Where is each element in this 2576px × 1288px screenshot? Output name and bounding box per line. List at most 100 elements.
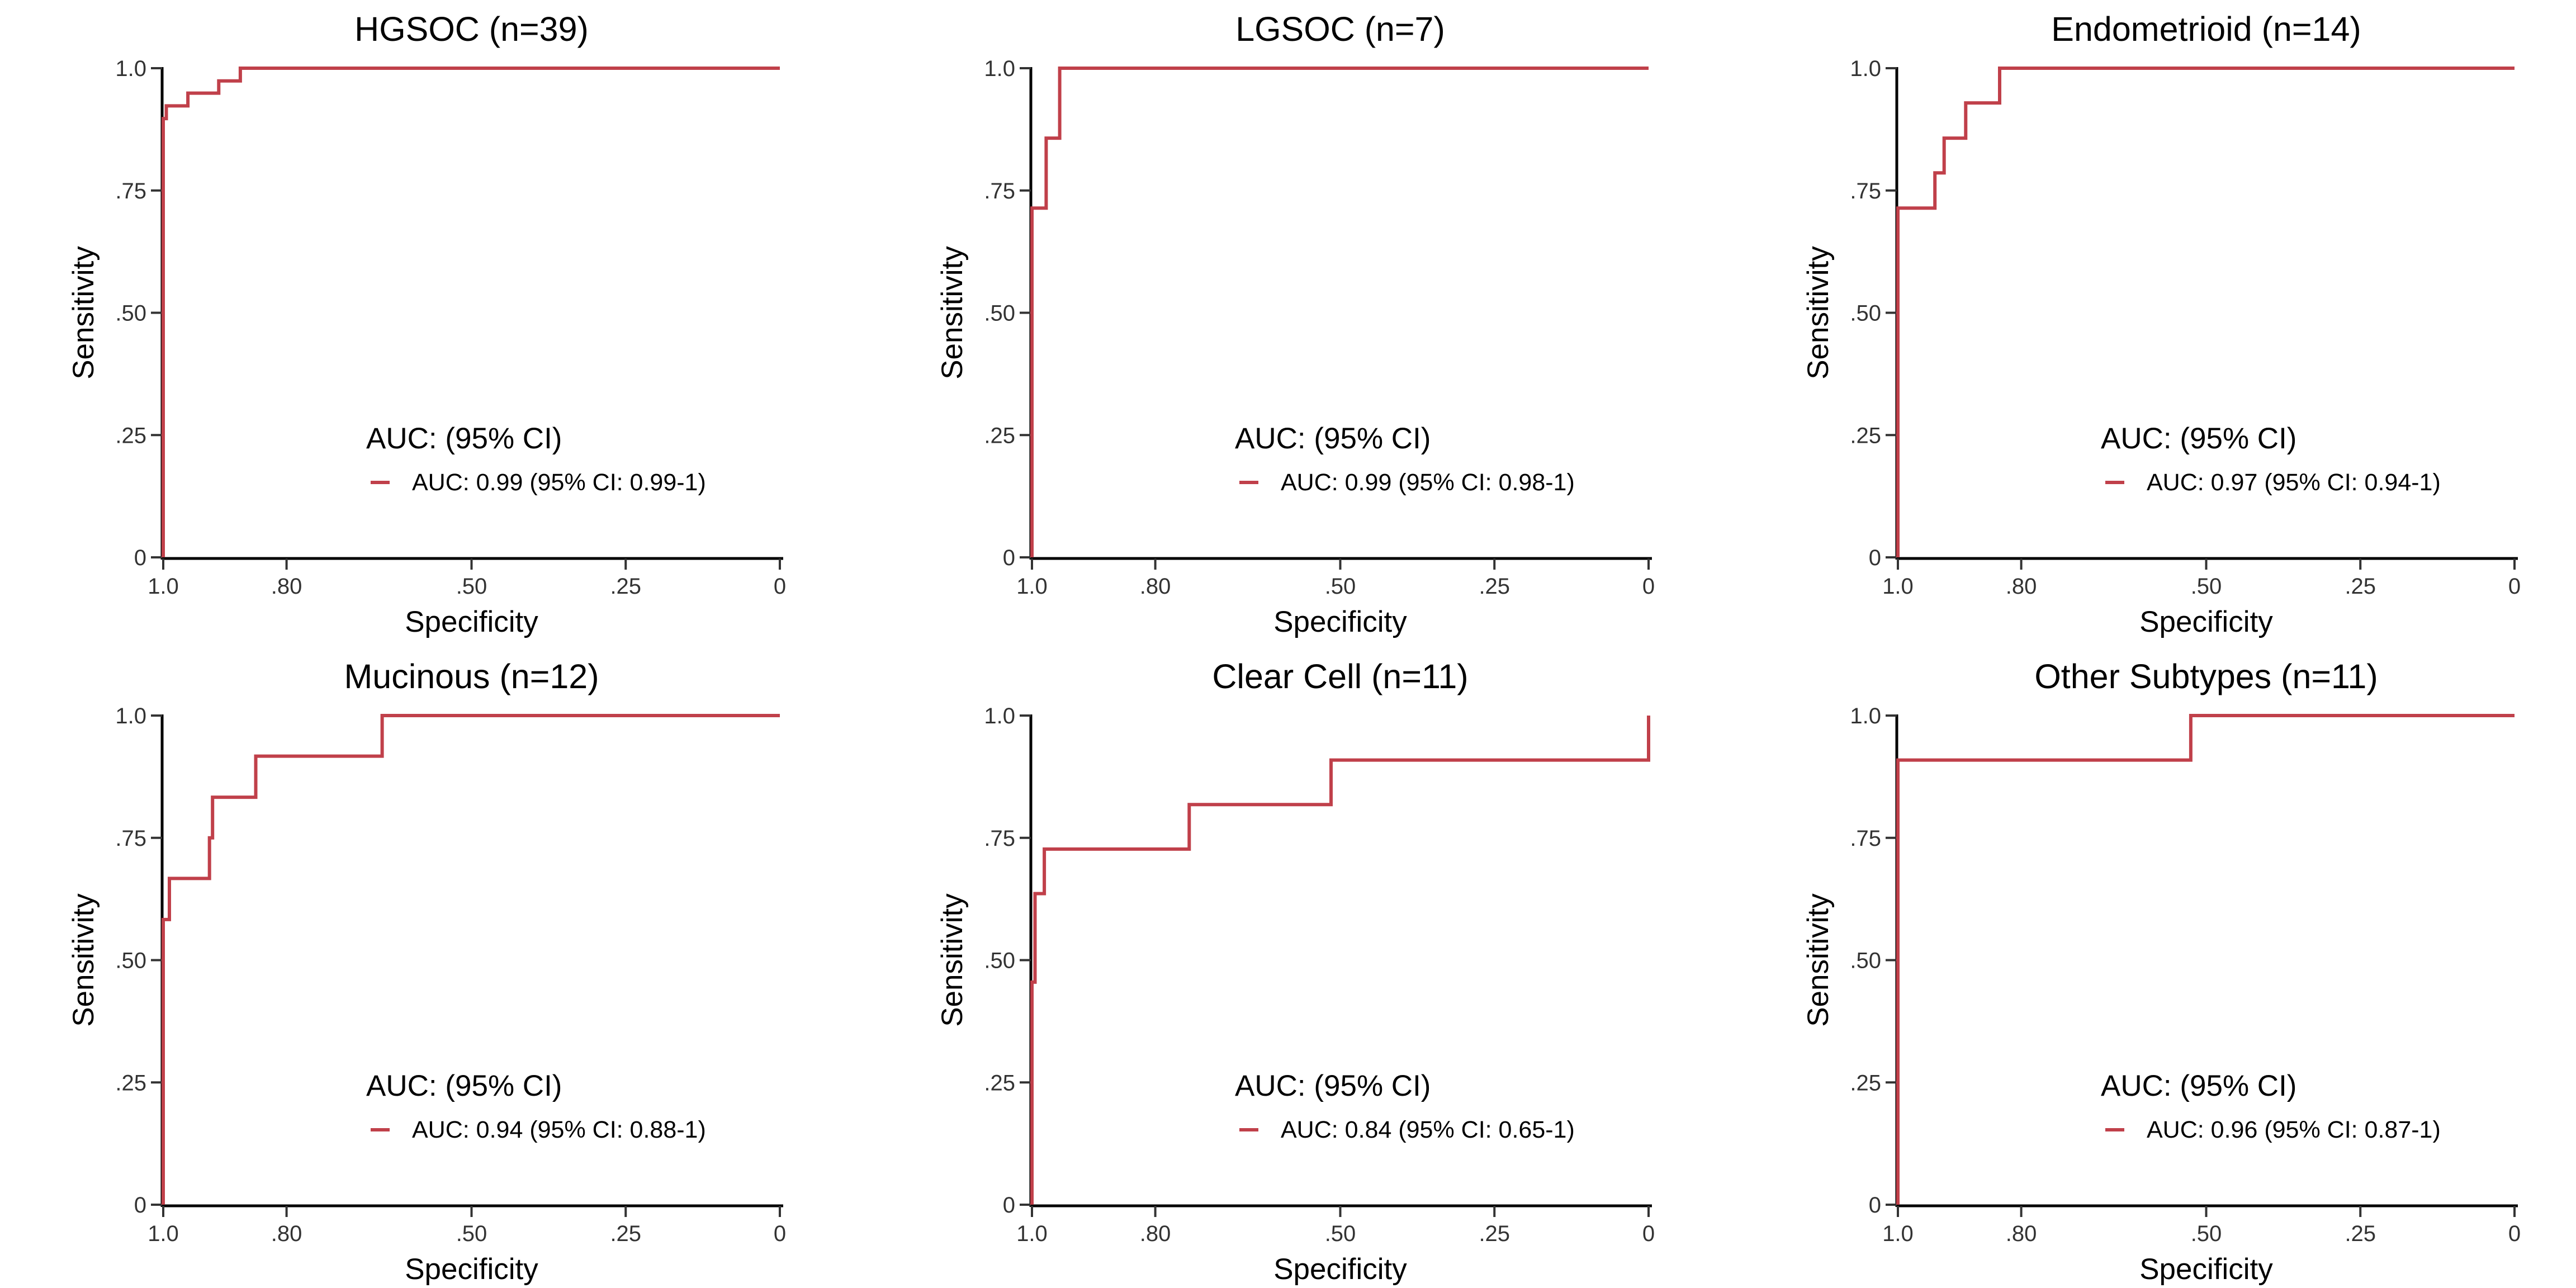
- chart-1-y-tick-label: .25: [984, 423, 1015, 448]
- chart-2-y-tick-label: 1.0: [1850, 56, 1881, 81]
- chart-5-x-tick-label: .80: [2006, 1221, 2037, 1246]
- chart-4-y-tick-label: .75: [984, 826, 1015, 851]
- chart-2-panel: Endometrioid (n=14) 1.0 .80 .50 .25 0 0 .25 .50.…: [1802, 10, 2521, 638]
- chart-2-y-tick-label: .50: [1850, 301, 1881, 326]
- chart-0-y-axis-label: Sensitivity: [67, 246, 100, 380]
- chart-2-x-tick-label: .50: [2191, 574, 2222, 599]
- chart-0-y-tick-label: 1.0: [115, 56, 146, 81]
- chart-4-x-tick-label: .80: [1140, 1221, 1171, 1246]
- chart-4-x-axis-label: Specificity: [1273, 1253, 1407, 1286]
- chart-0-legend-entry: AUC: 0.99 (95% CI: 0.99-1): [412, 469, 706, 496]
- chart-5-x-tick-label: 1.0: [1882, 1221, 1914, 1246]
- chart-2-x-tick-label: .80: [2006, 574, 2037, 599]
- chart-2-y-tick-label: .75: [1850, 179, 1881, 203]
- chart-0-x-tick-label: 1.0: [148, 574, 179, 599]
- chart-1-y-tick-label: .50: [984, 301, 1015, 326]
- chart-4-x-tick-label: .25: [1479, 1221, 1510, 1246]
- chart-3-y-tick-label: 0: [134, 1193, 146, 1218]
- chart-5-title: Other Subtypes (n=11): [2034, 657, 2378, 695]
- chart-2-y-axis-label: Sensitivity: [1802, 246, 1835, 380]
- chart-5-y-tick-label: 1.0: [1850, 704, 1881, 728]
- chart-0-title: HGSOC (n=39): [354, 10, 589, 48]
- chart-4-x-tick-label: .50: [1325, 1221, 1356, 1246]
- chart-1-y-axis-label: Sensitivity: [936, 246, 969, 380]
- chart-4-y-tick-label: 0: [1003, 1193, 1015, 1218]
- chart-3-y-tick-label: .50: [115, 949, 146, 973]
- chart-1-y-tick-label: 1.0: [984, 56, 1015, 81]
- chart-5-x-tick-label: .25: [2345, 1221, 2376, 1246]
- chart-3-y-tick-label: .75: [115, 826, 146, 851]
- chart-3-x-tick-label: .50: [456, 1221, 487, 1246]
- chart-4-y-axis-label: Sensitivity: [936, 893, 969, 1027]
- chart-3-panel: Mucinous (n=12) 1.0 .80 .50 .25 0 0 .25 .50 .75 1.…: [67, 657, 786, 1286]
- chart-4-panel: Clear Cell (n=11) 1.0 .80 .50 .25 0 0 .25 .50 .75…: [936, 657, 1655, 1286]
- chart-1-roc-curve-0: [1030, 67, 1649, 557]
- chart-5-y-tick-label: 0: [1869, 1193, 1881, 1218]
- chart-3-y-tick-label: .25: [115, 1071, 146, 1095]
- chart-3-y-axis-label: Sensitivity: [67, 893, 100, 1027]
- chart-1-x-tick-label: 0: [1642, 574, 1655, 599]
- chart-2-y-tick-label: .25: [1850, 423, 1881, 448]
- chart-3-legend-entry: AUC: 0.94 (95% CI: 0.88-1): [412, 1116, 706, 1143]
- chart-4-legend-entry: AUC: 0.84 (95% CI: 0.65-1): [1281, 1116, 1575, 1143]
- chart-4-legend-title: AUC: (95% CI): [1235, 1069, 1431, 1102]
- chart-2-x-tick-label: 0: [2508, 574, 2521, 599]
- chart-3-legend-title: AUC: (95% CI): [366, 1069, 562, 1102]
- chart-4-y-tick-label: .50: [984, 949, 1015, 973]
- chart-5-x-axis-label: Specificity: [2139, 1253, 2273, 1286]
- chart-1-title: LGSOC (n=7): [1235, 10, 1445, 48]
- chart-2-x-tick-label: 1.0: [1882, 574, 1914, 599]
- chart-2-legend-entry: AUC: 0.97 (95% CI: 0.94-1): [2147, 469, 2441, 496]
- chart-3-title: Mucinous (n=12): [344, 657, 599, 695]
- chart-1-x-tick-label: .50: [1325, 574, 1356, 599]
- chart-0-legend-title: AUC: (95% CI): [366, 422, 562, 455]
- chart-5-panel: Other Subtypes (n=11) 1.0 .80 .50 .25 0 0 .25 .5…: [1802, 657, 2521, 1286]
- chart-2-legend-title: AUC: (95% CI): [2101, 422, 2296, 455]
- chart-1-panel: LGSOC (n=7) 1.0 .80 .50 .25 0 0 .25 .50 .75 1.0 Spe…: [936, 10, 1655, 638]
- chart-3-roc-curve-0: [162, 714, 780, 1205]
- chart-1-x-tick-label: 1.0: [1016, 574, 1048, 599]
- chart-3-x-tick-label: 0: [774, 1221, 786, 1246]
- chart-2-y-tick-label: 0: [1869, 546, 1881, 570]
- chart-0-panel: HGSOC (n=39) 1.0 .80 .50 .25 0 0 .25 .50 .75 1.0 Sp…: [67, 10, 786, 638]
- chart-0-x-tick-label: .80: [271, 574, 302, 599]
- chart-0-roc-curve-0: [162, 67, 780, 557]
- chart-1-legend-title: AUC: (95% CI): [1235, 422, 1431, 455]
- chart-0-y-tick-label: .75: [115, 179, 146, 203]
- chart-4-x-tick-label: 1.0: [1016, 1221, 1048, 1246]
- chart-0-x-tick-label: 0: [774, 574, 786, 599]
- chart-0-y-tick-label: 0: [134, 546, 146, 570]
- chart-4-x-tick-label: 0: [1642, 1221, 1655, 1246]
- chart-5-roc-curve-0: [1896, 714, 2515, 1205]
- chart-5-legend-title: AUC: (95% CI): [2101, 1069, 2296, 1102]
- chart-1-y-tick-label: .75: [984, 179, 1015, 203]
- chart-4-title: Clear Cell (n=11): [1212, 657, 1468, 695]
- chart-3-x-axis-label: Specificity: [405, 1253, 538, 1286]
- chart-5-y-tick-label: .75: [1850, 826, 1881, 851]
- chart-5-x-tick-label: .50: [2191, 1221, 2222, 1246]
- chart-2-x-tick-label: .25: [2345, 574, 2376, 599]
- chart-2-x-axis-label: Specificity: [2139, 605, 2273, 638]
- chart-5-y-tick-label: .25: [1850, 1071, 1881, 1095]
- chart-0-x-tick-label: .50: [456, 574, 487, 599]
- chart-0-y-tick-label: .50: [115, 301, 146, 326]
- chart-3-x-tick-label: 1.0: [148, 1221, 179, 1246]
- chart-1-x-axis-label: Specificity: [1273, 605, 1407, 638]
- chart-1-y-tick-label: 0: [1003, 546, 1015, 570]
- chart-1-x-tick-label: .25: [1479, 574, 1510, 599]
- chart-5-legend-entry: AUC: 0.96 (95% CI: 0.87-1): [2147, 1116, 2441, 1143]
- chart-5-y-axis-label: Sensitivity: [1802, 893, 1835, 1027]
- chart-2-title: Endometrioid (n=14): [2051, 10, 2361, 48]
- chart-3-x-tick-label: .80: [271, 1221, 302, 1246]
- chart-4-y-tick-label: .25: [984, 1071, 1015, 1095]
- chart-0-x-axis-label: Specificity: [405, 605, 538, 638]
- chart-3-x-tick-label: .25: [610, 1221, 641, 1246]
- chart-5-y-tick-label: .50: [1850, 949, 1881, 973]
- chart-1-legend-entry: AUC: 0.99 (95% CI: 0.98-1): [1281, 469, 1575, 496]
- chart-2-roc-curve-0: [1896, 67, 2515, 557]
- chart-5-x-tick-label: 0: [2508, 1221, 2521, 1246]
- chart-1-x-tick-label: .80: [1140, 574, 1171, 599]
- chart-0-x-tick-label: .25: [610, 574, 641, 599]
- chart-4-y-tick-label: 1.0: [984, 704, 1015, 728]
